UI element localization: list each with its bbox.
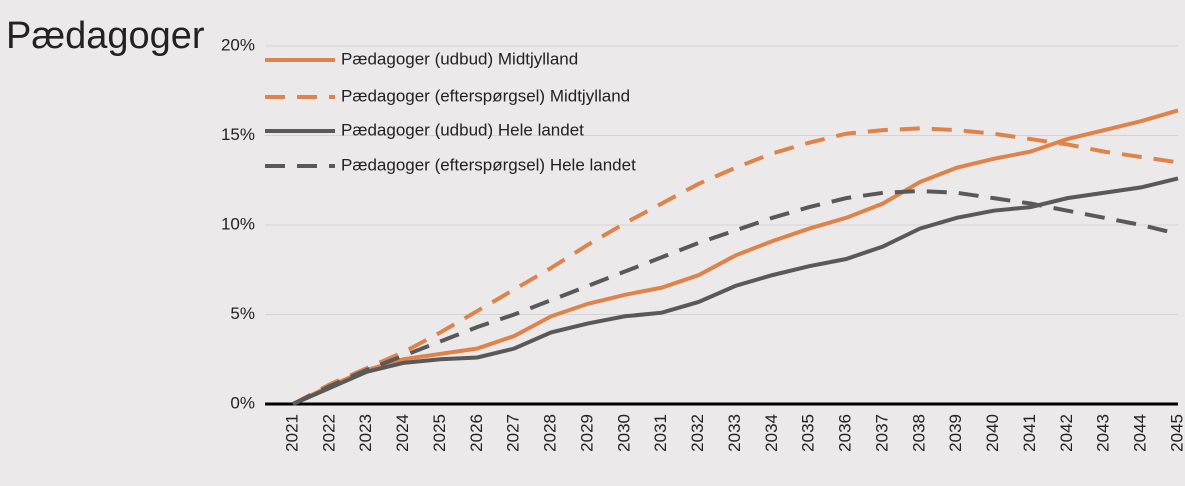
x-tick-label: 2035 [799, 414, 818, 452]
x-tick-label: 2030 [614, 414, 633, 452]
x-tick-label: 2040 [983, 414, 1002, 452]
x-tick-label: 2034 [762, 414, 781, 452]
x-tick-label: 2021 [282, 414, 301, 452]
x-tick-label: 2029 [577, 414, 596, 452]
legend-label: Pædagoger (efterspørgsel) Hele landet [341, 155, 636, 174]
x-tick-label: 2036 [836, 414, 855, 452]
legend-label: Pædagoger (udbud) Hele landet [341, 120, 584, 139]
x-tick-label: 2024 [393, 414, 412, 452]
y-tick-label: 5% [230, 304, 255, 323]
x-tick-label: 2039 [946, 414, 965, 452]
legend-label: Pædagoger (efterspørgsel) Midtjylland [341, 86, 630, 105]
y-tick-label: 0% [230, 393, 255, 412]
legend-label: Pædagoger (udbud) Midtjylland [341, 49, 578, 68]
x-tick-label: 2023 [356, 414, 375, 452]
x-tick-label: 2038 [909, 414, 928, 452]
x-tick-label: 2045 [1167, 414, 1185, 452]
x-tick-label: 2031 [651, 414, 670, 452]
x-tick-label: 2043 [1094, 414, 1113, 452]
y-tick-label: 20% [221, 35, 255, 54]
x-tick-label: 2042 [1057, 414, 1076, 452]
y-tick-label: 10% [221, 214, 255, 233]
y-tick-label: 15% [221, 125, 255, 144]
x-tick-label: 2044 [1131, 414, 1150, 452]
x-tick-label: 2026 [467, 414, 486, 452]
x-tick-label: 2027 [504, 414, 523, 452]
series-line [292, 176, 1179, 406]
x-tick-label: 2028 [541, 414, 560, 452]
chart-title: Pædagoger [6, 15, 205, 57]
series-line [292, 188, 1179, 406]
series-line [292, 108, 1179, 406]
series-line [292, 126, 1179, 406]
x-tick-label: 2037 [872, 414, 891, 452]
x-tick-label: 2022 [319, 414, 338, 452]
x-tick-label: 2041 [1020, 414, 1039, 452]
x-tick-label: 2033 [725, 414, 744, 452]
x-tick-label: 2032 [688, 414, 707, 452]
x-tick-label: 2025 [430, 414, 449, 452]
